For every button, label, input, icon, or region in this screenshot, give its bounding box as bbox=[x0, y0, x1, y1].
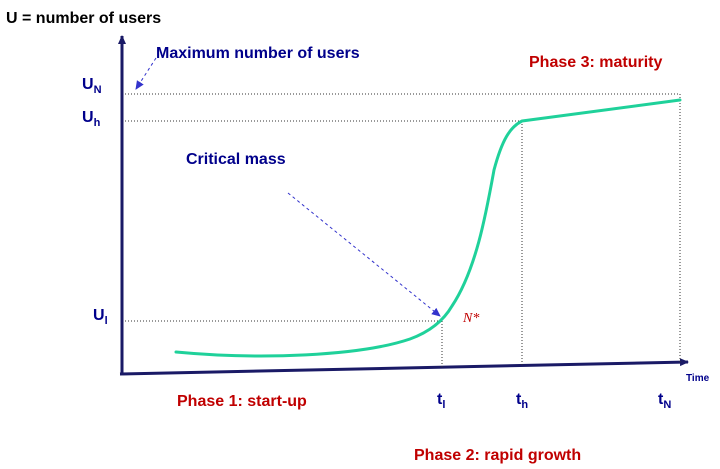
y-tick-ul: Ul bbox=[93, 307, 108, 327]
n-star-label: N* bbox=[462, 311, 479, 326]
guide-lines bbox=[125, 93, 681, 367]
x-axis bbox=[119, 358, 689, 376]
phase-2-label: Phase 2: rapid growth bbox=[414, 447, 581, 464]
phase-1-label: Phase 1: start-up bbox=[177, 393, 307, 410]
maximum-users-arrow bbox=[135, 57, 157, 90]
x-tick-tl: tl bbox=[437, 391, 445, 411]
critical-mass-arrow bbox=[287, 192, 441, 317]
x-tick-tn: tN bbox=[658, 391, 671, 411]
y-tick-uh: Uh bbox=[82, 109, 101, 129]
critical-mass-label: Critical mass bbox=[186, 151, 286, 168]
phase-3-label: Phase 3: maturity bbox=[529, 54, 662, 71]
adoption-curve bbox=[174, 98, 682, 358]
y-tick-un: UN bbox=[82, 76, 102, 96]
x-axis-title: Time bbox=[686, 373, 710, 384]
maximum-users-label: Maximum number of users bbox=[156, 45, 360, 62]
y-axis-title: U = number of users bbox=[6, 10, 161, 27]
x-tick-th: th bbox=[516, 391, 528, 411]
